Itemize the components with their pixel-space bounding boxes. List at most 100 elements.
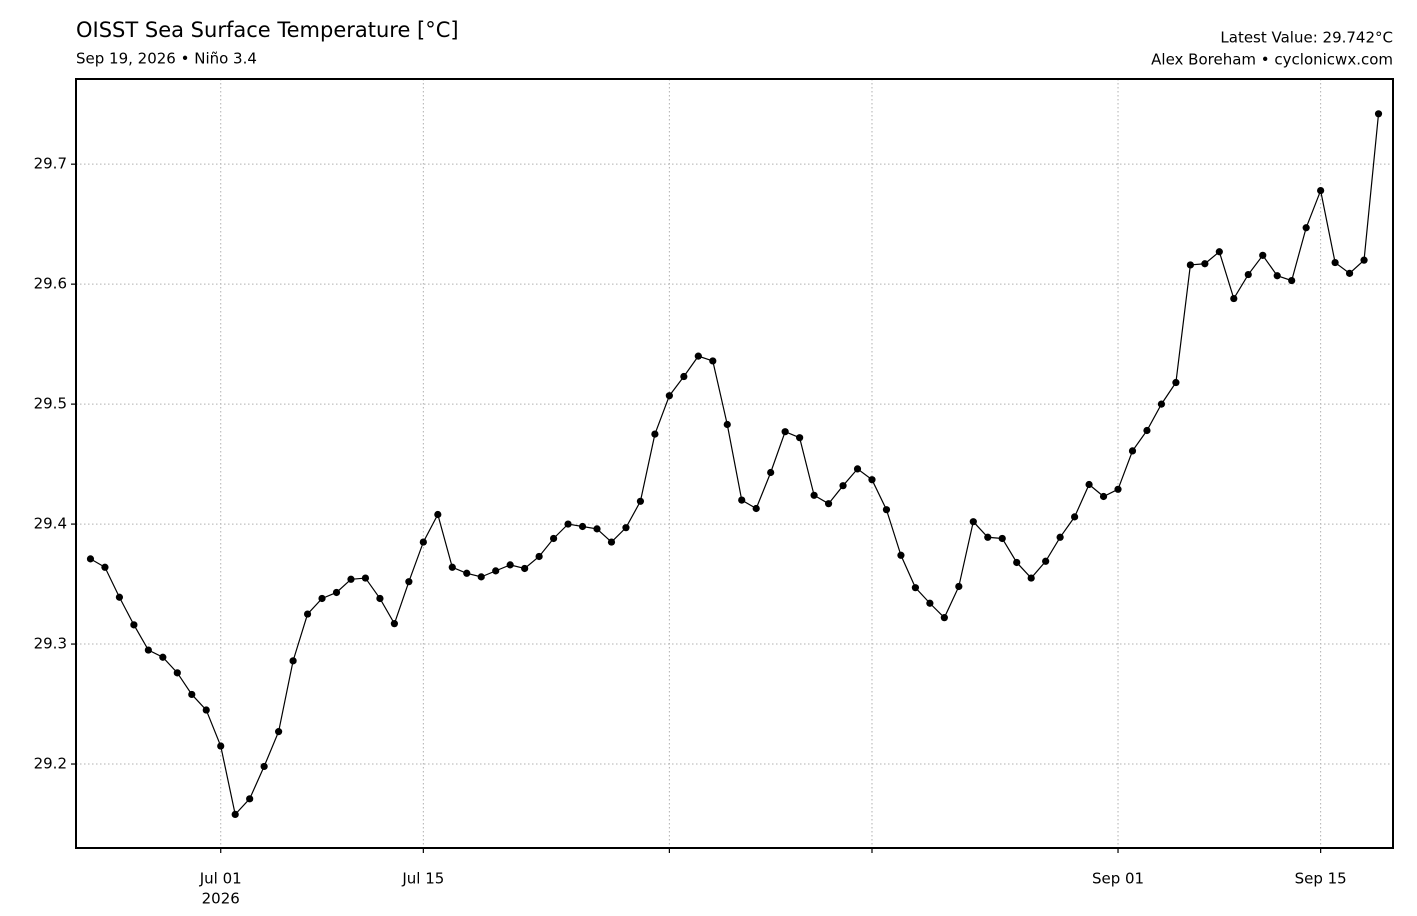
data-point (159, 653, 167, 661)
data-point (738, 496, 746, 504)
x-tick-label: Jul 15 (401, 870, 444, 888)
data-point (1360, 256, 1368, 264)
data-point (492, 567, 500, 575)
data-point (1099, 492, 1108, 501)
series-line (90, 113, 1380, 816)
data-point (839, 482, 847, 490)
data-point (911, 584, 920, 592)
data-point (1215, 248, 1223, 256)
latest-value: Latest Value: 29.742°C (1220, 29, 1393, 47)
data-point (636, 497, 645, 505)
data-point (202, 706, 210, 714)
chart-subtitle: Sep 19, 2026 • Niño 3.4 (76, 50, 257, 68)
data-point (897, 551, 905, 559)
data-point (1114, 485, 1122, 493)
data-point (1230, 294, 1238, 303)
data-point (868, 476, 876, 484)
data-point (549, 534, 558, 543)
data-point (405, 578, 413, 586)
data-point (955, 582, 963, 591)
data-point (984, 533, 992, 541)
data-point (144, 646, 152, 654)
data-point (188, 690, 196, 699)
y-tick-label: 29.2 (34, 755, 67, 773)
data-point (940, 614, 948, 622)
data-point (969, 518, 977, 526)
credit: Alex Boreham • cyclonicwx.com (1151, 51, 1393, 69)
data-point (1042, 557, 1050, 565)
data-point (521, 564, 529, 573)
data-point (318, 594, 326, 603)
x-tick-label: Jul 01 (199, 870, 242, 888)
data-point (1288, 276, 1296, 285)
x-tick-label: Sep 01 (1092, 870, 1144, 888)
data-point (434, 510, 442, 519)
data-point (289, 657, 297, 665)
data-point (781, 428, 789, 436)
data-point (694, 352, 702, 360)
y-tick-label: 29.7 (34, 155, 67, 173)
data-point (752, 504, 760, 513)
data-point (1273, 272, 1281, 280)
data-point (1013, 558, 1021, 567)
data-point (651, 430, 659, 438)
data-point (1244, 270, 1252, 279)
y-tick-label: 29.5 (34, 395, 67, 413)
data-point (217, 742, 225, 750)
plot-frame (75, 78, 1394, 849)
data-point (1259, 251, 1267, 259)
data-point (231, 810, 239, 819)
data-point (810, 491, 818, 499)
data-point (824, 500, 833, 508)
data-point (564, 520, 572, 528)
data-point (1317, 186, 1325, 195)
data-point (1302, 224, 1310, 232)
data-point (535, 552, 543, 561)
data-point (926, 599, 934, 607)
data-point (448, 563, 456, 571)
data-point (796, 434, 804, 442)
data-point (593, 525, 601, 533)
data-point (463, 569, 471, 577)
data-point (1374, 110, 1383, 118)
y-tick-label: 29.6 (34, 275, 67, 293)
data-point (1143, 426, 1151, 435)
data-point (709, 357, 717, 365)
data-point (275, 728, 283, 736)
data-point (361, 574, 370, 582)
data-point (260, 762, 268, 771)
x-year-label: 2026 (202, 890, 240, 908)
data-point (767, 468, 775, 477)
data-point (506, 561, 514, 569)
data-point (347, 575, 355, 583)
data-point (332, 588, 341, 597)
data-point (390, 620, 398, 628)
data-point (1128, 447, 1137, 455)
y-tick-label: 29.3 (34, 635, 67, 653)
data-point (1331, 258, 1339, 267)
data-point (607, 538, 616, 546)
data-point (1085, 480, 1093, 489)
data-point (680, 372, 688, 381)
data-point (303, 610, 312, 618)
data-point (1201, 260, 1209, 268)
data-point (101, 563, 109, 571)
data-point (477, 573, 485, 581)
data-point (115, 593, 124, 601)
data-point (1027, 574, 1035, 582)
data-point (1345, 269, 1354, 277)
data-point (1172, 378, 1180, 387)
data-point (86, 555, 95, 563)
data-point (578, 522, 587, 531)
data-point (1186, 261, 1194, 269)
data-point (622, 524, 630, 532)
data-point (998, 534, 1006, 543)
data-point (419, 538, 427, 546)
data-point (853, 465, 862, 473)
data-point (246, 795, 254, 803)
x-tick-label: Sep 15 (1295, 870, 1347, 888)
chart-title: OISST Sea Surface Temperature [°C] (76, 18, 459, 42)
y-tick-label: 29.4 (34, 515, 67, 533)
